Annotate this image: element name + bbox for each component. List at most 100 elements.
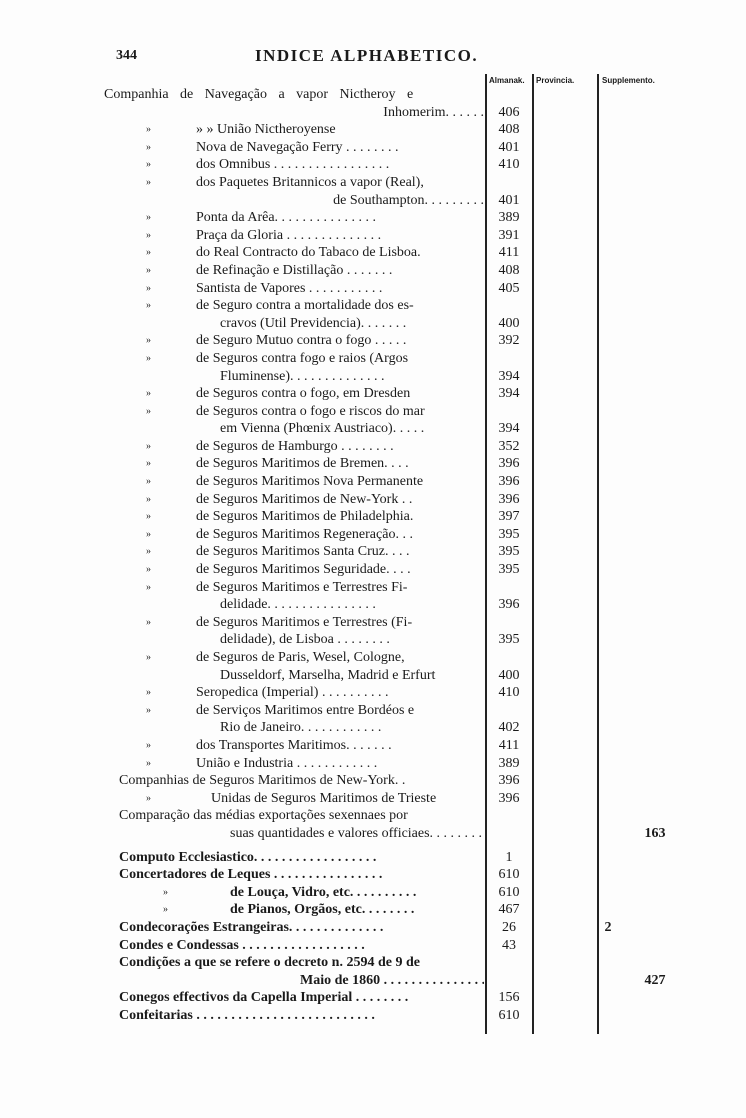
almanak-page: 156 (498, 990, 520, 1006)
entry-text: dos Transportes Maritimos. . . . . . . (196, 737, 392, 753)
ditto-mark: » (146, 352, 151, 364)
index-entry: Computo Ecclesiastico. . . . . . . . . .… (0, 849, 746, 867)
index-entry: delidade. . . . . . . . . . . . . . . . 3… (0, 596, 746, 614)
almanak-page: 467 (498, 902, 520, 918)
almanak-page: 401 (498, 192, 520, 208)
index-entry: Rio de Janeiro. . . . . . . . . . . . 402 (0, 719, 746, 737)
index-entry: » de Seguros de Paris, Wesel, Cologne, (0, 649, 746, 667)
almanak-page: 397 (498, 509, 520, 525)
entry-text: Santista de Vapores . . . . . . . . . . … (196, 280, 383, 296)
ditto-mark: » (146, 405, 151, 417)
column-rule (485, 74, 487, 1034)
index-entry: » de Seguros Maritimos Seguridade. . . . 3… (0, 561, 746, 579)
index-entry: » de Seguros contra o fogo, em Dresden 394 (0, 385, 746, 403)
page-number: 344 (116, 48, 137, 63)
entry-text: Conegos effectivos da Capella Imperial .… (119, 990, 409, 1006)
almanak-page: 396 (498, 790, 520, 806)
index-entry: » de Seguro Mutuo contra o fogo . . . . .… (0, 332, 746, 350)
entry-text: Nova de Navegação Ferry . . . . . . . . (196, 139, 399, 155)
almanak-page: 389 (498, 755, 520, 771)
index-entry: Concertadores de Leques . . . . . . . . … (0, 866, 746, 884)
ditto-mark: » (146, 212, 151, 224)
entry-text: de Seguros Maritimos e Terrestres Fi- (196, 579, 408, 595)
entry-text: em Vienna (Phœnix Austriaco). . . . . (220, 421, 425, 437)
entry-text: Concertadores de Leques . . . . . . . . … (119, 867, 383, 883)
almanak-page: 400 (498, 315, 520, 331)
index-entry: » de Seguros contra fogo e raios (Argos (0, 350, 746, 368)
ditto-mark: » (146, 458, 151, 470)
almanak-page: 394 (498, 386, 520, 402)
entry-text: » » União Nictheroyense (196, 122, 336, 138)
page-title: INDICE ALPHABETICO. (255, 46, 479, 65)
entry-text: de Seguros de Paris, Wesel, Cologne, (196, 650, 405, 665)
ditto-mark: » (146, 282, 151, 294)
index-entry: » de Seguros Maritimos de New-York . . 396 (0, 491, 746, 509)
ditto-mark: » (146, 564, 151, 576)
entry-text: de Refinação e Distillação . . . . . . . (196, 262, 393, 278)
index-entry: » de Seguros Maritimos e Terrestres (Fi- (0, 614, 746, 632)
index-entry: Condecorações Estrangeiras. . . . . . . … (0, 919, 746, 937)
ditto-mark: » (146, 511, 151, 523)
ditto-mark: » (146, 335, 151, 347)
almanak-page: 43 (502, 937, 516, 953)
almanak-page: 610 (498, 867, 520, 883)
almanak-page: 1 (505, 849, 513, 865)
entry-text: Ponta da Arêa. . . . . . . . . . . . . .… (196, 210, 377, 226)
almanak-page: 405 (498, 280, 520, 296)
entry-text: União e Industria . . . . . . . . . . . … (196, 755, 378, 771)
supplemento-page: 427 (644, 972, 666, 988)
index-entry: de Southampton. . . . . . . . . 401 (0, 192, 746, 210)
almanak-page: 396 (498, 491, 520, 507)
ditto-mark: » (146, 704, 151, 716)
entry-text: do Real Contracto do Tabaco de Lisboa. (196, 245, 421, 261)
almanak-page: 406 (498, 104, 520, 120)
entry-text: de Seguros Maritimos de Philadelphia. (196, 509, 414, 525)
entry-text: de Seguros Maritimos Santa Cruz. . . . (196, 544, 410, 560)
index-entry: Fluminense). . . . . . . . . . . . . . 39… (0, 368, 746, 386)
almanak-page: 395 (498, 632, 520, 648)
entry-text: Comparação das médias exportações sexenn… (119, 808, 408, 824)
index-entry: Comparação das médias exportações sexenn… (0, 807, 746, 825)
ditto-mark: » (163, 904, 168, 916)
index-entry: Companhias de Seguros Maritimos de New-Y… (0, 772, 746, 790)
ditto-mark: » (146, 388, 151, 400)
almanak-page: 396 (498, 456, 520, 472)
almanak-page: 400 (498, 667, 520, 683)
index-entry: » de Seguros contra o fogo e riscos do ma… (0, 403, 746, 421)
entry-text: Condecorações Estrangeiras. . . . . . . … (119, 919, 384, 935)
entry-text: de Seguro Mutuo contra o fogo . . . . . (196, 333, 407, 349)
entry-text: Computo Ecclesiastico. . . . . . . . . .… (119, 849, 377, 865)
index-entry: » dos Paquetes Britannicos a vapor (Real)… (0, 174, 746, 192)
almanak-page: 392 (498, 333, 520, 349)
column-rule (532, 74, 534, 1034)
ditto-mark: » (146, 739, 151, 751)
entry-text: de Seguro contra a mortalidade dos es- (196, 298, 414, 314)
index-entry: » Unidas de Seguros Maritimos de Trieste 3… (0, 790, 746, 808)
ditto-mark: » (146, 616, 151, 628)
entry-text: Maio de 1860 . . . . . . . . . . . . . .… (300, 972, 484, 988)
index-entry: delidade), de Lisboa . . . . . . . . 395 (0, 631, 746, 649)
index-entry: » de Louça, Vidro, etc. . . . . . . . . .… (0, 884, 746, 902)
almanak-page: 389 (498, 210, 520, 226)
entry-text: de Pianos, Orgãos, etc. . . . . . . . (230, 902, 415, 918)
entry-text: suas quantidades e valores officiaes. . … (230, 825, 484, 841)
index-entry: » dos Transportes Maritimos. . . . . . . 4… (0, 737, 746, 755)
index-entry: » Seropedica (Imperial) . . . . . . . . .… (0, 684, 746, 702)
almanak-page: 352 (498, 438, 520, 454)
ditto-mark: » (146, 652, 151, 663)
entry-text: Seropedica (Imperial) . . . . . . . . . … (196, 685, 389, 701)
index-entry: » de Seguros Maritimos e Terrestres Fi- (0, 579, 746, 597)
column-rule (597, 74, 599, 1034)
almanak-page: 411 (498, 245, 520, 261)
ditto-mark: » (146, 247, 151, 259)
entry-text: Condes e Condessas . . . . . . . . . . .… (119, 937, 365, 953)
ditto-mark: » (146, 176, 151, 188)
index-entry: » de Pianos, Orgãos, etc. . . . . . . . 46… (0, 901, 746, 919)
almanak-page: 408 (498, 122, 520, 138)
index-entry: » de Seguros Maritimos de Bremen. . . . 39… (0, 455, 746, 473)
index-entry: » de Seguros Maritimos Regeneração. . . 39… (0, 526, 746, 544)
entry-text: delidade), de Lisboa . . . . . . . . (220, 632, 390, 648)
index-entry: Inhomerim. . . . . . 406 (0, 104, 746, 122)
entry-text: Companhias de Seguros Maritimos de New-Y… (119, 773, 406, 789)
